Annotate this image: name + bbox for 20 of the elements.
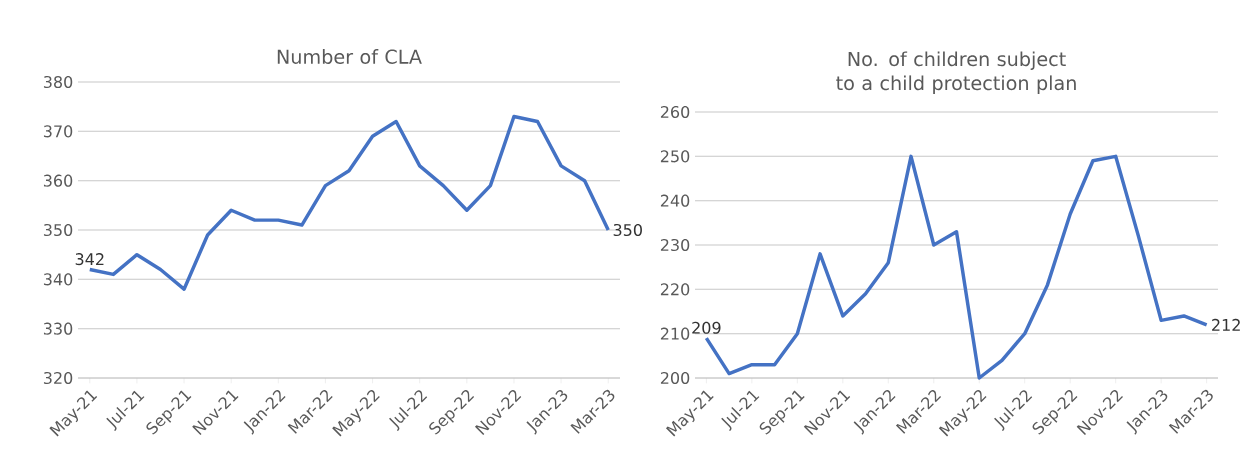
data-label: 350 — [613, 223, 642, 237]
y-tick-label: 370 — [43, 125, 73, 138]
y-tick-label: 210 — [660, 327, 690, 340]
data-label: 209 — [692, 321, 721, 334]
y-tick-label: 260 — [660, 105, 690, 119]
data-label: 342 — [75, 253, 104, 266]
y-tick-label: 230 — [660, 238, 690, 252]
y-tick-label: 340 — [43, 273, 73, 286]
y-tick-label: 240 — [660, 194, 690, 207]
y-tick-label: 360 — [43, 174, 73, 187]
y-tick-label: 380 — [43, 75, 73, 89]
y-tick-label: 250 — [660, 150, 690, 163]
chart-title: No. of children subject to a child protection plan — [836, 51, 1076, 94]
y-tick-label: 330 — [43, 322, 73, 335]
y-tick-label: 220 — [660, 283, 690, 296]
chart-title: Number of CLA — [277, 49, 422, 64]
data-label: 212 — [1212, 318, 1240, 331]
y-tick-label: 350 — [43, 223, 73, 237]
y-tick-label: 320 — [43, 371, 73, 385]
y-tick-label: 200 — [660, 371, 690, 385]
